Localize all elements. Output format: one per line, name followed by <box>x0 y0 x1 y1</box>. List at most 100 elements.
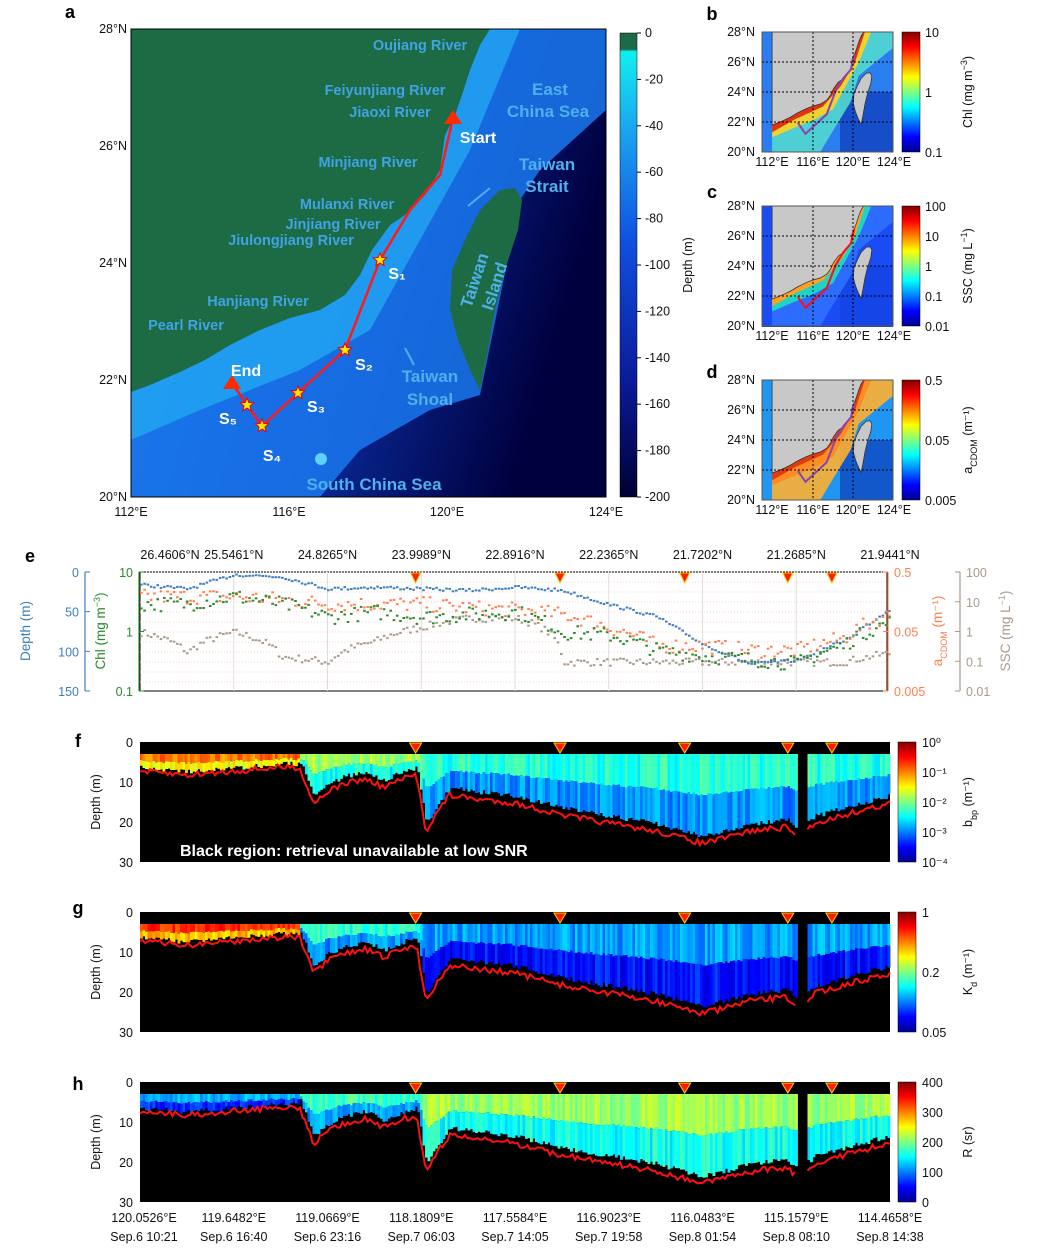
station-marker-icon <box>824 742 839 754</box>
data-point <box>350 588 353 591</box>
heatmap-cell <box>747 924 751 960</box>
heatmap-cell <box>725 924 728 962</box>
heatmap-cell <box>412 1094 416 1103</box>
data-point <box>504 615 507 618</box>
data-point <box>520 608 524 611</box>
heatmap-cell <box>230 924 233 932</box>
series-chl <box>140 590 891 671</box>
data-point <box>714 641 717 643</box>
data-point <box>871 655 875 658</box>
data-point <box>277 655 281 658</box>
heatmap-cell <box>735 924 738 962</box>
heatmap-cell <box>332 1094 336 1109</box>
y-tick-label: 100 <box>966 566 987 580</box>
heatmap-cell <box>312 1094 316 1114</box>
heatmap-cell <box>772 924 776 958</box>
heatmap-cell <box>497 773 501 794</box>
lat-tick-label: 28°N <box>99 22 127 36</box>
data-point <box>688 648 691 651</box>
heatmap-cell <box>505 943 508 964</box>
data-point <box>428 587 432 589</box>
heatmap-cell <box>557 949 561 975</box>
heatmap-cell <box>330 1109 333 1126</box>
data-point <box>809 650 812 653</box>
heatmap-cell <box>275 1094 278 1100</box>
heatmap-cell <box>292 760 296 766</box>
heatmap-cell <box>565 754 568 781</box>
data-point <box>668 652 671 655</box>
heatmap-cell <box>147 1094 151 1103</box>
y-tick-label: 0.05 <box>894 626 918 640</box>
data-point <box>320 609 324 612</box>
data-point <box>756 666 760 669</box>
data-point <box>825 642 829 645</box>
colorbar-tick-label: -80 <box>645 212 663 226</box>
heatmap-cell <box>145 1102 148 1111</box>
data-point <box>589 638 593 641</box>
heatmap-cell <box>395 1094 398 1106</box>
heatmap-cell <box>745 1129 748 1166</box>
heatmap-cell <box>362 754 366 765</box>
heatmap-f <box>139 742 891 862</box>
heatmap-cell <box>550 1119 553 1146</box>
data-point <box>707 645 711 648</box>
heatmap-cell <box>327 769 331 785</box>
heatmap-cell <box>490 1094 493 1114</box>
heatmap-cell <box>307 1094 311 1108</box>
data-point <box>281 597 284 599</box>
heatmap-cell <box>437 1094 441 1120</box>
data-point <box>478 589 481 592</box>
heatmap-cell <box>232 1094 236 1102</box>
data-point <box>707 660 711 663</box>
heatmap-cell <box>275 759 278 764</box>
heatmap-cell <box>822 754 826 786</box>
data-point <box>172 591 176 593</box>
heatmap-cell <box>267 754 271 760</box>
heatmap-cell <box>480 942 483 960</box>
heatmap-cell <box>400 1103 403 1112</box>
heatmap-cell <box>200 1101 203 1109</box>
data-point <box>625 640 629 643</box>
data-point <box>294 600 297 602</box>
heatmap-cell <box>167 1094 171 1103</box>
heatmap-cell <box>365 754 368 763</box>
data-point <box>861 659 865 662</box>
heatmap-cell <box>245 924 248 931</box>
map-panel-c <box>762 206 893 327</box>
data-point <box>671 647 675 650</box>
heatmap-cell <box>620 924 623 957</box>
data-point <box>386 614 389 617</box>
heatmap-cell <box>572 754 576 782</box>
heatmap-cell <box>710 924 713 965</box>
data-point <box>487 604 491 607</box>
colorbar-title: aCDOM (m⁻¹) <box>961 406 979 473</box>
data-point <box>195 586 199 589</box>
heatmap-cell <box>597 954 601 986</box>
heatmap-cell <box>517 946 521 969</box>
heatmap-cell <box>817 953 821 984</box>
heatmap-cell <box>757 957 761 991</box>
data-point <box>819 652 822 655</box>
data-point <box>487 615 491 618</box>
heatmap-cell <box>722 1094 726 1134</box>
heatmap-cell <box>835 1121 838 1150</box>
heatmap-cell <box>342 764 346 776</box>
heatmap-cell <box>515 924 518 945</box>
heatmap-cell <box>327 1094 331 1110</box>
heatmap-cell <box>422 924 426 949</box>
heatmap-cell <box>500 754 503 775</box>
heatmap-cell <box>790 1129 793 1165</box>
data-point <box>323 611 327 614</box>
heatmap-cell <box>525 754 528 776</box>
heatmap-cell <box>235 1101 238 1109</box>
data-point <box>451 615 455 618</box>
data-point <box>750 644 753 647</box>
heatmap-cell <box>792 1129 796 1165</box>
heatmap-cell <box>412 762 416 771</box>
heatmap-cell <box>352 924 356 935</box>
data-point <box>281 576 284 579</box>
data-point <box>258 574 261 577</box>
data-point <box>579 594 583 597</box>
heatmap-cell <box>547 778 551 802</box>
data-point <box>415 586 419 589</box>
